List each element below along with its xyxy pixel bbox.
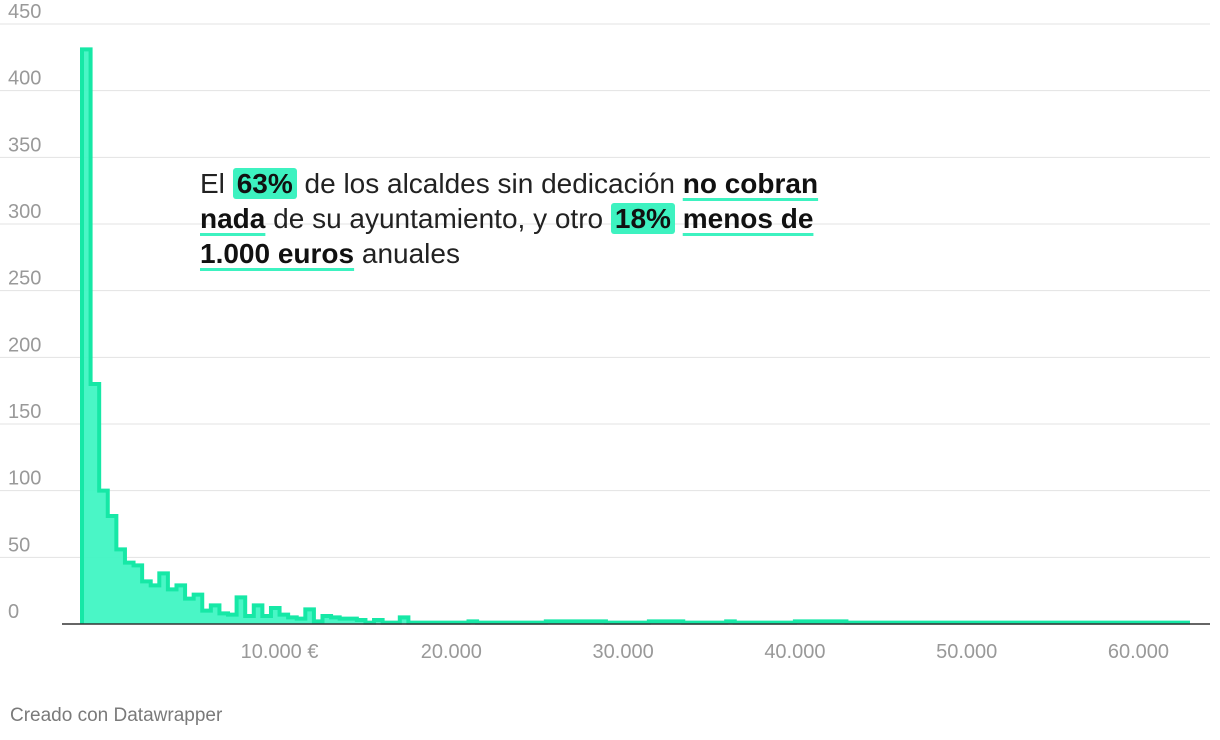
y-tick-label: 250 [8,268,41,290]
x-tick-label: 10.000 € [241,641,319,663]
histogram-outline [80,47,1190,625]
annotation-text-3: de su ayuntamiento, y otro [265,203,611,234]
y-tick-label: 200 [8,334,41,356]
highlight-63-percent: 63% [232,168,297,199]
y-tick-label: 350 [8,134,41,156]
x-tick-label: 30.000 [593,641,654,663]
x-tick-label: 20.000 [421,641,482,663]
annotation-text-1: El [200,168,233,199]
y-tick-label: 100 [8,468,41,490]
highlight-18-percent: 18% [610,203,675,234]
x-axis-labels: 10.000 € 20.000 30.000 40.000 50.000 60.000 [241,641,1169,663]
emphasis-menos-de-1000-euros: menos de 1.000 euros [200,203,814,269]
annotation-text-5: anuales [354,238,460,269]
chart-annotation: El 63% de los alcaldes sin dedicación no… [200,166,860,271]
annotation-text-4 [675,203,683,234]
histogram-area [82,49,1190,625]
y-tick-label: 50 [8,534,30,556]
x-tick-label: 40.000 [764,641,825,663]
footer-credit: Creado con Datawrapper [10,705,223,726]
emphasis-no-cobran-nada: no cobran nada [200,168,819,234]
y-tick-label: 150 [8,401,41,423]
y-tick-label: 400 [8,68,41,90]
y-tick-label: 450 [8,1,41,23]
y-tick-label: 300 [8,201,41,223]
annotation-text-2: de los alcaldes sin dedicación [296,168,683,199]
x-tick-label: 60.000 [1108,641,1169,663]
histogram-chart: 0 50 100 150 200 250 300 350 400 450 10.000 € 20.0… [0,1,1210,663]
y-axis-labels: 0 50 100 150 200 250 300 350 400 450 [8,1,41,623]
x-tick-label: 50.000 [936,641,997,663]
y-tick-label: 0 [8,601,19,623]
gridlines [0,23,1210,558]
